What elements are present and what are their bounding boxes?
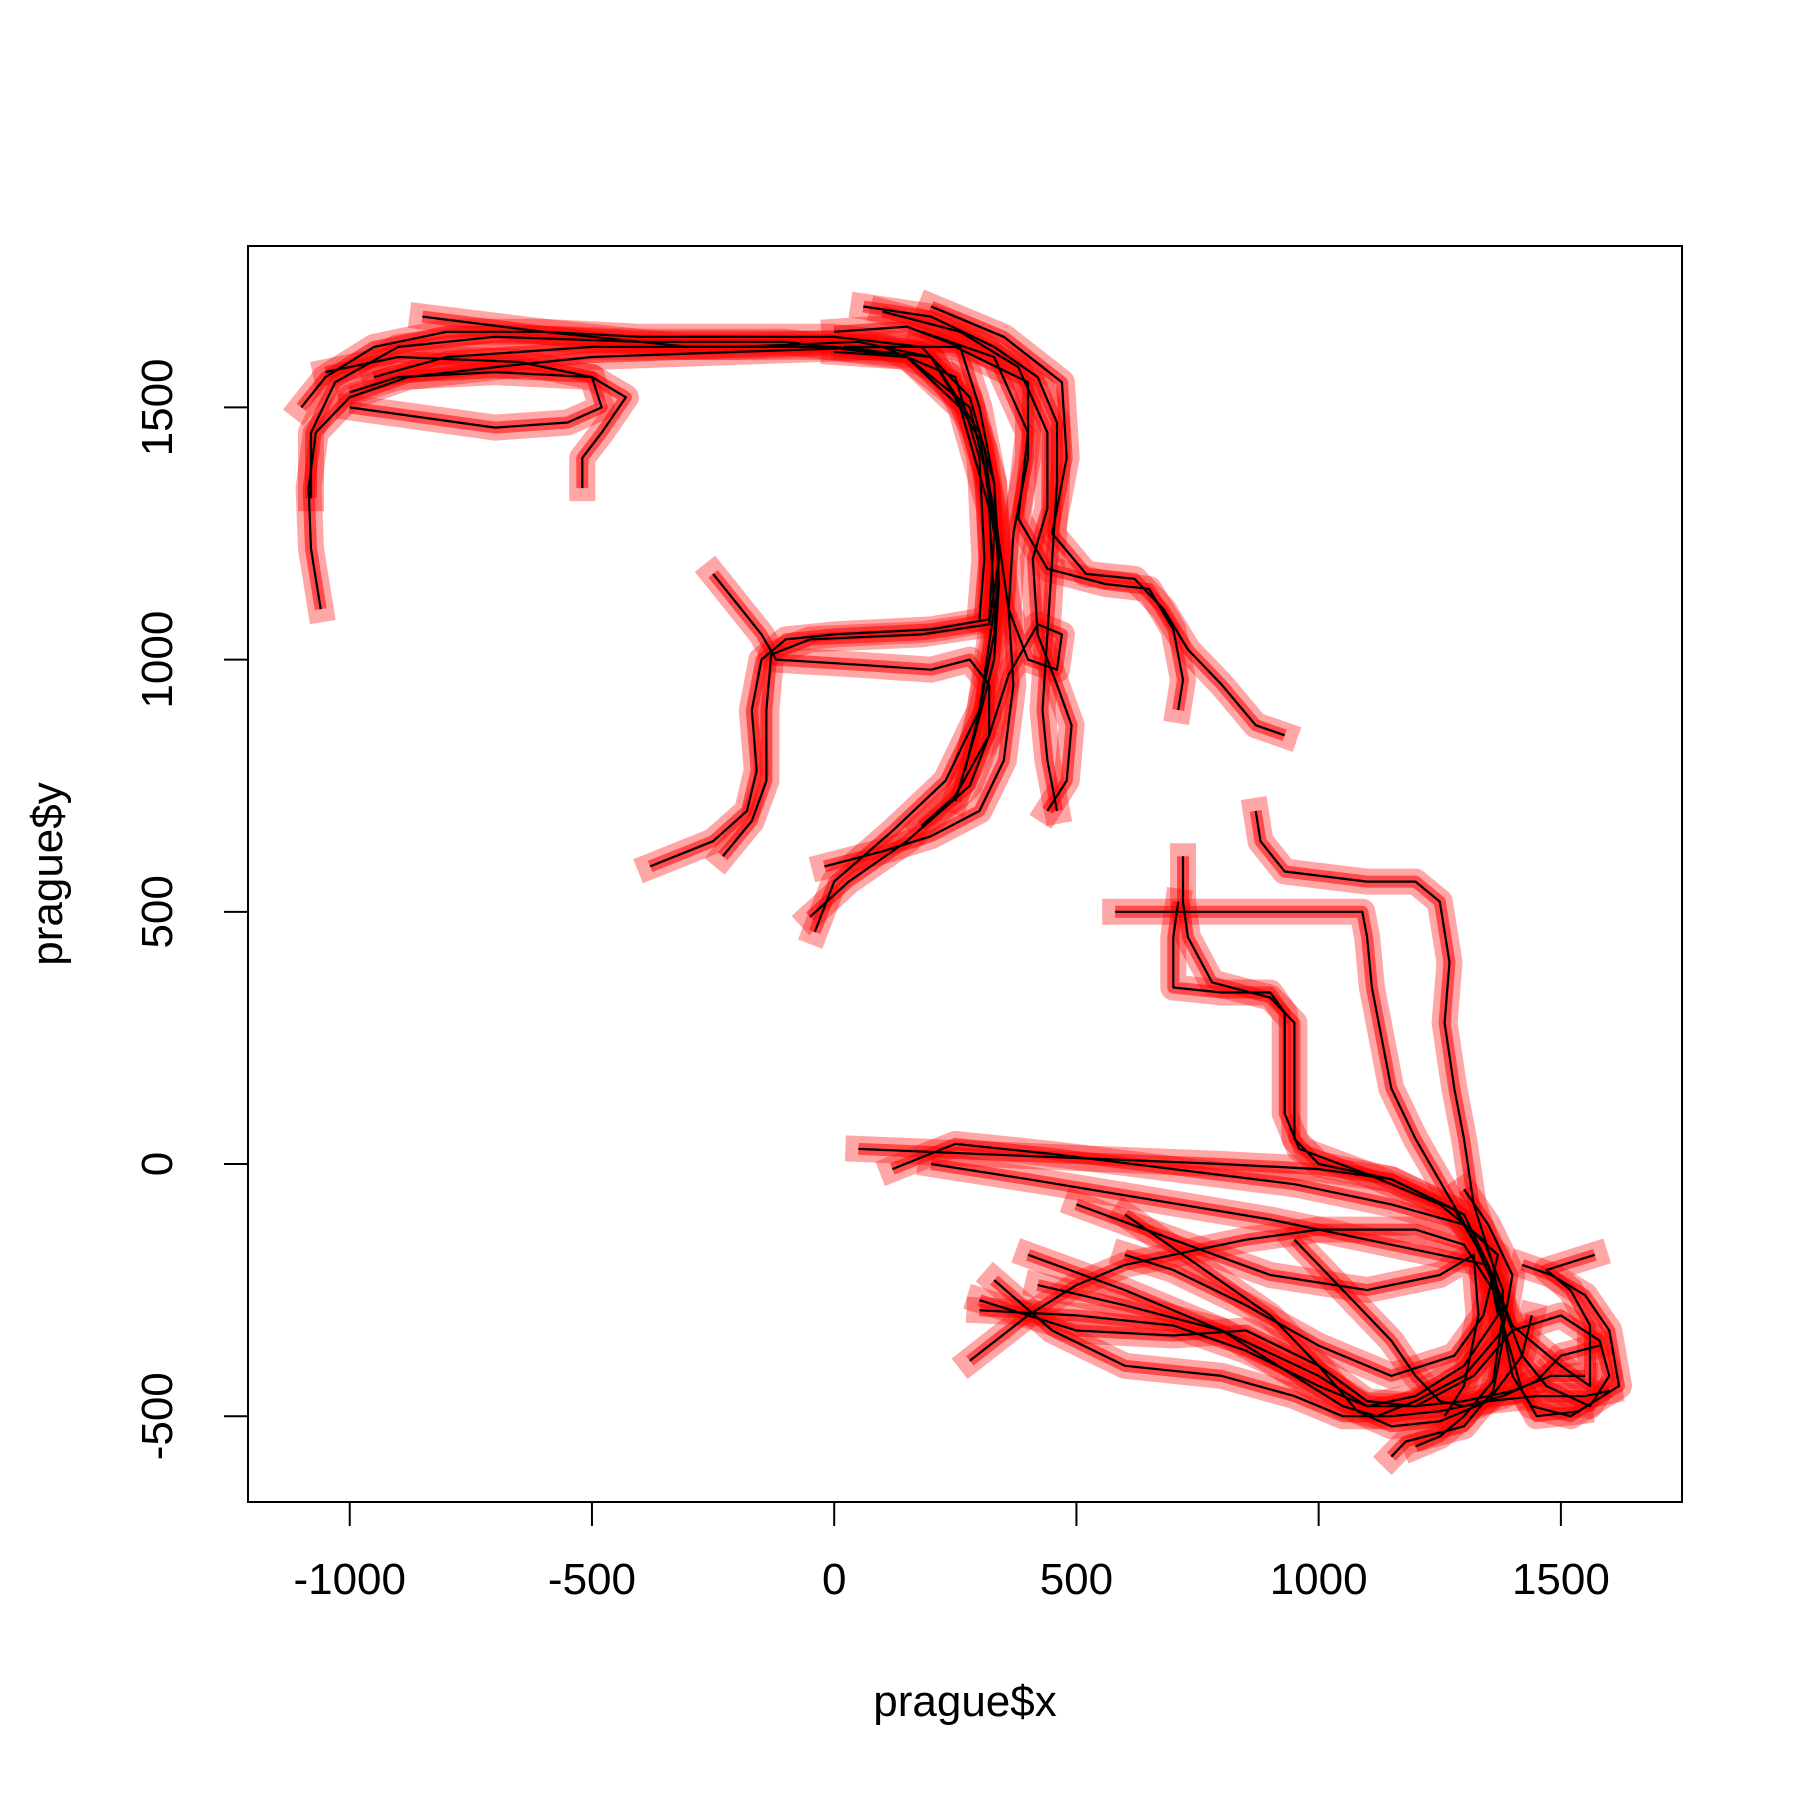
track-line-2 [309,335,996,771]
track-line-20 [858,1147,1499,1408]
track-line-9 [712,573,991,918]
track-line-4 [349,371,627,489]
y-tick-label: 1000 [133,611,182,709]
track-line-8 [824,350,1015,868]
track-halo-layer [283,289,1632,1475]
track-line-layer [300,305,1621,1458]
track-line-1 [307,345,986,620]
track-line-15 [843,345,1063,827]
y-tick-label: 0 [133,1152,182,1176]
y-axis-title: prague$y [23,782,72,965]
x-tick-label: -1000 [293,1555,406,1604]
track-line-13 [930,305,1286,737]
x-tick-label: 1000 [1270,1555,1368,1604]
x-axis-title: prague$x [873,1677,1056,1726]
track-line-14 [921,330,1185,711]
y-tick-label: -500 [133,1372,182,1460]
x-tick-label: 1500 [1512,1555,1610,1604]
x-tick-label: -500 [548,1555,636,1604]
track-line-7 [422,315,1000,857]
track-line-29 [1293,1238,1600,1408]
track-halo-core-2 [305,330,1001,772]
track-line-23 [1076,1203,1480,1417]
track-line-16 [1037,910,1611,1408]
x-tick-label: 0 [822,1555,846,1604]
track-line-12 [882,310,1073,812]
x-tick-label: 500 [1040,1555,1113,1604]
y-tick-label: 1500 [133,358,182,456]
track-line-21 [891,1142,1499,1377]
track-line-10 [813,325,1000,933]
track-line-3 [300,330,1000,802]
y-tick-label: 500 [133,875,182,948]
track-line-25 [969,1228,1581,1418]
track-line-11 [863,305,1059,812]
track-line-27 [1027,1188,1514,1418]
x-axis: -1000 -500 0 500 1000 1500 [293,1501,1610,1604]
track-line-28 [1124,1213,1533,1428]
track-halo-2 [298,323,1008,787]
y-axis: -500 0 500 1000 1500 [133,358,249,1460]
